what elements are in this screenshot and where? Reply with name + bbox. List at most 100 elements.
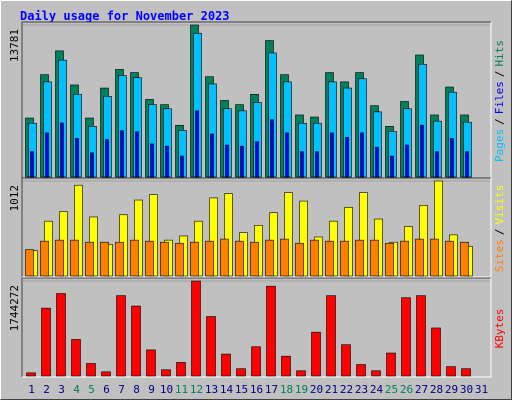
bar (265, 239, 274, 277)
bar (205, 240, 214, 277)
bar (195, 110, 199, 178)
x-tick-label: 21 (325, 383, 338, 396)
legend: Sites / Visits (493, 185, 506, 273)
x-tick-label: 7 (118, 383, 125, 396)
bar (375, 146, 379, 178)
x-tick-label: 15 (235, 383, 248, 396)
x-tick-label: 1 (28, 383, 35, 396)
y-tick-label: 13781 (8, 29, 21, 62)
bar (145, 240, 154, 277)
bar (206, 316, 216, 377)
bar (460, 241, 469, 277)
bar (55, 239, 64, 277)
bar (225, 144, 229, 178)
bar (56, 293, 66, 377)
legend-entry: KBytes (493, 309, 506, 349)
x-tick-label: 16 (250, 383, 263, 396)
panel-border-dark (21, 277, 491, 377)
x-tick-label: 17 (265, 383, 278, 396)
bar (240, 145, 244, 178)
bar (251, 346, 261, 377)
legend-entry: Pages (493, 129, 506, 162)
x-tick-label: 5 (88, 383, 95, 396)
bar (416, 295, 426, 377)
bar (296, 370, 306, 377)
y-tick-label: 1012 (8, 185, 21, 212)
bar (401, 297, 411, 377)
legend-entry: Hits (493, 40, 506, 67)
x-tick-label: 19 (295, 383, 308, 396)
bar (180, 155, 184, 178)
bar (100, 241, 109, 277)
bar (280, 238, 289, 277)
panel-border-dark (21, 21, 491, 178)
x-tick-label: 3 (58, 383, 65, 396)
bar (431, 327, 441, 377)
bar (71, 339, 81, 377)
x-tick-label: 30 (460, 383, 473, 396)
bar (285, 132, 289, 178)
bar (386, 352, 396, 377)
x-tick-label: 31 (475, 383, 488, 396)
bar (41, 307, 51, 377)
panel-border-dark (21, 177, 491, 277)
bar (235, 240, 244, 277)
x-tick-label: 11 (175, 383, 188, 396)
bar (266, 285, 276, 377)
x-tick-label: 27 (415, 383, 428, 396)
x-tick-label: 10 (160, 383, 173, 396)
bar (310, 239, 319, 277)
bar (446, 366, 456, 377)
x-tick-label: 4 (73, 383, 80, 396)
bar (45, 132, 49, 178)
x-tick-label: 22 (340, 383, 353, 396)
bar (120, 130, 124, 178)
x-tick-label: 18 (280, 383, 293, 396)
bar (250, 241, 259, 277)
panel-border-light (22, 278, 492, 378)
bar (86, 363, 96, 377)
x-tick-label: 13 (205, 383, 218, 396)
bar (405, 144, 409, 178)
bar (221, 353, 231, 377)
legend-separator: / (493, 71, 506, 78)
bar (345, 136, 349, 178)
bar (40, 240, 49, 277)
x-tick-label: 12 (190, 383, 203, 396)
x-tick-label: 9 (148, 383, 155, 396)
bar (135, 131, 139, 178)
bar (131, 305, 141, 377)
bar (385, 242, 394, 277)
x-tick-label: 20 (310, 383, 323, 396)
legend: KBytes (493, 309, 506, 349)
bar (461, 368, 471, 377)
bar (255, 141, 259, 178)
bar (295, 242, 304, 277)
chart-title: Daily usage for November 2023 (20, 9, 230, 23)
x-tick-label: 26 (400, 383, 413, 396)
x-tick-label: 23 (355, 383, 368, 396)
bar (390, 155, 394, 178)
x-tick-label: 2 (43, 383, 50, 396)
bar (281, 355, 291, 377)
x-tick-label: 28 (430, 383, 443, 396)
bar (26, 372, 36, 377)
bar (326, 295, 336, 377)
bar (220, 238, 229, 277)
legend: Pages / Files / Hits (493, 40, 506, 162)
bar (190, 241, 199, 277)
bar (315, 151, 319, 178)
bar (465, 151, 469, 178)
bar (161, 369, 171, 377)
bar (101, 371, 111, 377)
bar (360, 132, 364, 178)
bar (165, 145, 169, 178)
bar (30, 151, 34, 178)
bar (356, 364, 366, 377)
bar (105, 139, 109, 178)
bar (191, 280, 201, 377)
legend-entry: Sites (493, 239, 506, 272)
bar (435, 151, 439, 178)
